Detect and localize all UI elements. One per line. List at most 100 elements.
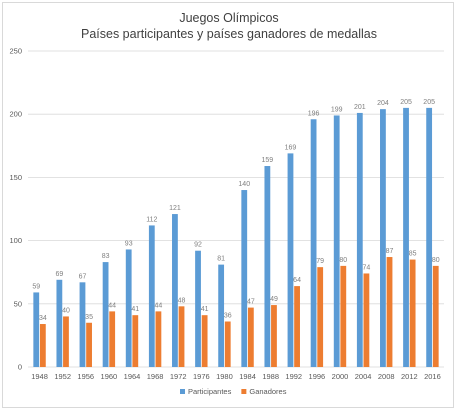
data-label: 41 [201, 306, 209, 313]
bar-participantes [241, 190, 248, 367]
y-tick-label: 50 [14, 299, 22, 308]
bar-ganadores [178, 306, 185, 367]
data-label: 205 [423, 99, 435, 106]
bar-participantes [380, 109, 386, 368]
data-label: 169 [285, 144, 297, 151]
x-tick-label: 2012 [401, 372, 418, 381]
bar-ganadores [340, 265, 347, 367]
y-axis-ticks: 0 50 100 150 200 250 [9, 47, 22, 372]
data-label: 64 [293, 277, 301, 284]
x-tick-label: 1976 [193, 372, 210, 381]
bar-ganadores [63, 316, 69, 367]
data-label: 87 [386, 248, 394, 255]
data-label: 112 [146, 216, 157, 223]
x-tick-label: 1960 [101, 372, 118, 381]
data-label: 36 [224, 312, 232, 319]
data-label: 49 [270, 296, 278, 303]
bar-participantes [102, 262, 109, 367]
data-label: 80 [339, 257, 347, 264]
x-tick-label: 1992 [285, 372, 302, 381]
x-tick-label: 1952 [54, 372, 71, 381]
x-tick-label: 1968 [147, 372, 164, 381]
bar-ganadores [317, 267, 324, 367]
bar-participantes [426, 107, 433, 367]
bar-ganadores [224, 321, 231, 367]
legend: Participantes Ganadores [180, 387, 287, 396]
data-label: 48 [178, 297, 186, 304]
bar-participantes [310, 119, 317, 367]
x-tick-label: 2008 [378, 372, 395, 381]
data-label: 41 [131, 306, 139, 313]
data-label: 47 [247, 299, 255, 306]
x-tick-label: 1956 [77, 372, 94, 381]
legend-label-participantes: Participantes [188, 387, 232, 396]
data-label: 201 [354, 104, 366, 111]
data-label: 44 [108, 302, 116, 309]
legend-swatch-ganadores [241, 389, 247, 394]
data-label: 83 [102, 253, 110, 260]
y-tick-label: 100 [9, 236, 22, 245]
data-label: 196 [308, 110, 320, 117]
x-tick-label: 1984 [239, 372, 256, 381]
data-label: 205 [400, 99, 412, 106]
bar-participantes [356, 112, 363, 367]
x-tick-label: 1948 [31, 372, 48, 381]
bar-participantes [218, 264, 225, 367]
bar-participantes [56, 279, 63, 367]
bar-participantes [287, 153, 294, 367]
x-tick-label: 1988 [262, 372, 279, 381]
data-label: 79 [316, 258, 324, 265]
bar-ganadores [432, 265, 439, 367]
bar-participantes [125, 249, 132, 367]
x-tick-label: 1972 [170, 372, 187, 381]
legend-swatch-participantes [180, 389, 185, 394]
data-label: 140 [238, 181, 250, 188]
data-label: 67 [79, 273, 87, 280]
data-label: 35 [85, 314, 93, 321]
data-label: 34 [39, 315, 47, 322]
data-label: 59 [32, 283, 40, 290]
bar-participantes [195, 250, 201, 367]
data-label: 80 [432, 257, 440, 264]
x-tick-label: 2004 [355, 372, 372, 381]
data-label: 69 [55, 271, 63, 278]
y-tick-label: 200 [9, 110, 22, 119]
y-tick-label: 0 [18, 363, 22, 372]
x-tick-label: 2016 [424, 372, 441, 381]
bar-ganadores [409, 259, 416, 367]
bar-ganadores [271, 305, 277, 367]
data-labels: 59 34 69 40 67 35 83 44 93 41 112 44 121 48 92 41 81 36 14… [32, 99, 439, 322]
bar-participantes [172, 214, 178, 367]
data-label: 40 [62, 307, 70, 314]
data-label: 204 [377, 100, 389, 107]
x-tick-label: 2000 [332, 372, 349, 381]
data-label: 85 [409, 251, 417, 258]
bar-ganadores [247, 307, 254, 367]
data-label: 92 [194, 242, 202, 249]
data-label: 44 [155, 302, 163, 309]
data-label: 81 [217, 256, 225, 263]
data-label: 93 [125, 240, 133, 247]
gridlines [28, 50, 444, 368]
bar-ganadores [201, 315, 208, 367]
bar-participantes [79, 282, 86, 367]
bar-ganadores [294, 286, 300, 367]
y-tick-label: 150 [9, 173, 22, 182]
bar-ganadores [109, 311, 116, 367]
x-axis-ticks: 1948 1952 1956 1960 1964 1968 1972 1976 1980 1984… [31, 372, 441, 381]
bar-ganadores [155, 311, 162, 367]
x-tick-label: 1964 [124, 372, 141, 381]
bar-participantes [403, 107, 409, 367]
data-label: 159 [262, 157, 274, 164]
y-tick-label: 250 [9, 47, 22, 56]
bar-ganadores [39, 324, 46, 367]
bars [33, 107, 439, 368]
bar-ganadores [363, 273, 370, 367]
bar-participantes [33, 292, 40, 367]
bar-participantes [264, 166, 271, 367]
x-tick-label: 1996 [309, 372, 326, 381]
x-tick-label: 1980 [216, 372, 233, 381]
data-label: 74 [363, 264, 371, 271]
chart-title: Juegos Olímpicos [179, 11, 278, 25]
